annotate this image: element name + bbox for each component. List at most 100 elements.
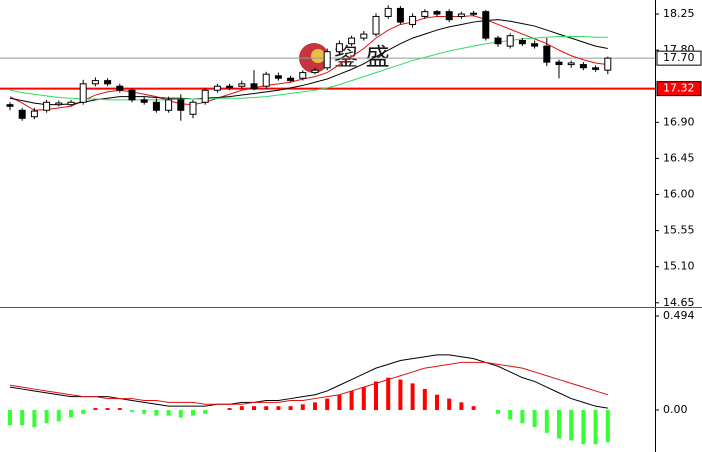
candle-body	[555, 61, 563, 66]
candle-body	[457, 13, 465, 17]
candle-body	[165, 99, 173, 111]
candle-body	[482, 11, 490, 39]
candle-body	[79, 83, 87, 103]
candle-body	[348, 37, 356, 45]
macd-bar	[447, 398, 452, 410]
y-tick-label: 14.65	[663, 296, 695, 309]
candle-body	[91, 80, 99, 85]
macd-bar	[496, 409, 500, 414]
price-label-box	[656, 50, 702, 66]
y-tick-label: 15.55	[663, 224, 695, 237]
macd-bar	[569, 409, 574, 441]
ma-line	[9, 15, 608, 111]
candle-body	[189, 101, 197, 115]
macd-bar	[532, 409, 537, 428]
candle-body	[433, 11, 441, 15]
candle-body	[30, 110, 38, 118]
macd-bar	[227, 408, 232, 410]
macd-bar	[93, 408, 98, 410]
candle-body	[177, 99, 185, 111]
macd-bar	[191, 409, 195, 416]
macd-bar	[252, 406, 256, 410]
candle-body	[287, 77, 295, 82]
candle-body	[543, 45, 551, 63]
candle-body	[238, 83, 246, 87]
candle-body	[470, 12, 478, 15]
y-tick-label: 0.494	[663, 309, 695, 322]
y-tick-label: 16.00	[663, 188, 695, 201]
macd-bar	[20, 409, 25, 426]
macd-bar	[142, 409, 147, 414]
macd-bar	[239, 406, 244, 410]
y-tick-label: 15.10	[663, 260, 695, 273]
macd-bar	[520, 409, 525, 424]
logo-text: 鋆 盛	[334, 43, 390, 71]
macd-bar	[581, 409, 586, 445]
macd-bar	[81, 409, 86, 414]
candle-body	[262, 73, 270, 87]
macd-bar	[154, 409, 159, 416]
macd-bar	[605, 409, 610, 443]
candle-body	[152, 101, 160, 111]
macd-bar	[349, 390, 354, 410]
candle-body	[201, 89, 209, 103]
macd-bar	[593, 409, 598, 445]
candle-body	[384, 7, 392, 17]
candle-body	[323, 51, 331, 69]
candle-body	[494, 37, 502, 45]
price-label: 17.32	[663, 82, 695, 95]
ma-line	[9, 354, 608, 409]
candle-body	[43, 101, 51, 111]
macd-bar	[508, 409, 513, 420]
logo-dot	[311, 49, 325, 63]
macd-bar	[117, 408, 122, 410]
macd-bar	[337, 394, 342, 410]
candle-body	[311, 69, 319, 74]
macd-bar	[544, 409, 549, 433]
candle-body	[604, 57, 612, 71]
macd-bar	[471, 406, 476, 410]
macd-bar	[313, 402, 317, 410]
macd-bar	[105, 408, 110, 410]
macd-bar	[166, 409, 171, 416]
ma-line	[9, 19, 608, 106]
macd-bar	[557, 409, 561, 439]
candle-body	[250, 83, 258, 90]
candle-body	[592, 67, 600, 70]
macd-bar	[398, 379, 403, 410]
candle-body	[372, 15, 380, 35]
candle-body	[67, 101, 75, 106]
candle-body	[409, 15, 417, 25]
macd-bar	[8, 409, 12, 426]
macd-bar	[32, 409, 37, 428]
candle-body	[226, 85, 234, 89]
macd-bar	[410, 383, 415, 410]
candle-body	[213, 85, 221, 91]
y-tick-label: 18.25	[663, 7, 695, 20]
y-tick-label: 16.45	[663, 151, 695, 164]
macd-bar	[56, 409, 61, 422]
candle-body	[579, 64, 587, 69]
candle-body	[567, 62, 575, 66]
y-tick-label: 16.90	[663, 115, 695, 128]
candle-body	[518, 40, 526, 45]
macd-bar	[69, 409, 73, 418]
ma-line	[9, 361, 608, 405]
candle-body	[128, 89, 136, 101]
candle-body	[421, 11, 429, 17]
candle-body	[299, 72, 307, 79]
macd-bar	[325, 398, 330, 410]
candle-body	[360, 33, 368, 39]
candle-body	[116, 85, 124, 91]
candle-body	[274, 75, 282, 79]
macd-bar	[44, 409, 49, 424]
macd-bar	[264, 406, 269, 410]
candle-body	[445, 11, 453, 21]
candle-body	[506, 35, 514, 47]
macd-bar	[178, 409, 183, 418]
candle-body	[104, 80, 112, 85]
y-tick-label: 0.00	[663, 403, 688, 416]
macd-bar	[374, 381, 378, 410]
